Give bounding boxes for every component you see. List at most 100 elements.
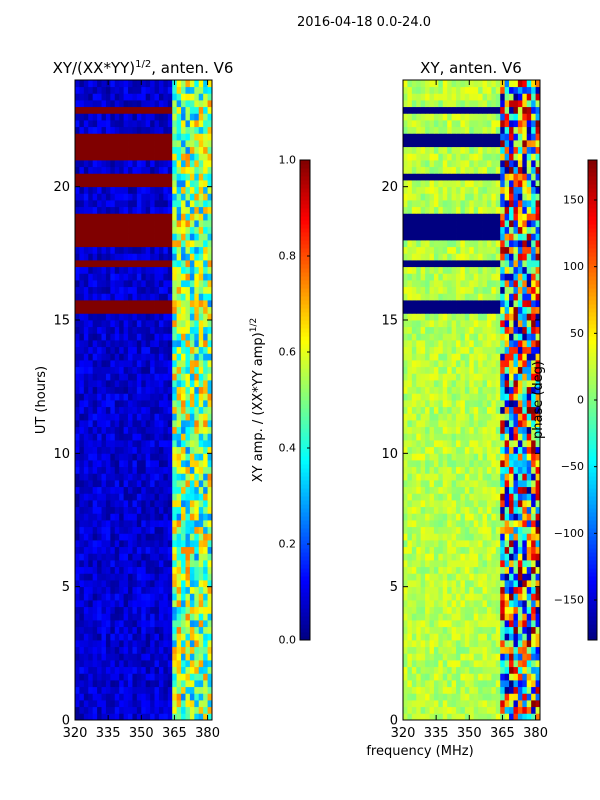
phase-cell bbox=[531, 580, 536, 588]
phase-cell bbox=[407, 660, 413, 668]
amplitude-cell bbox=[189, 513, 195, 521]
amplitude-cell bbox=[203, 353, 208, 361]
phase-cell bbox=[486, 660, 492, 668]
amplitude-cell bbox=[172, 240, 178, 248]
amplitude-cell bbox=[163, 520, 169, 528]
phase-cell bbox=[442, 620, 448, 628]
phase-cell bbox=[464, 420, 470, 428]
amplitude-cell bbox=[172, 200, 178, 208]
amplitude-cell bbox=[172, 633, 178, 641]
phase-cell bbox=[442, 360, 448, 368]
amplitude-cell bbox=[136, 526, 142, 534]
phase-cell bbox=[420, 533, 426, 541]
amplitude-cell bbox=[114, 80, 120, 88]
amplitude-cell bbox=[145, 360, 151, 368]
amplitude-cell bbox=[203, 713, 208, 721]
phase-cell bbox=[469, 666, 475, 674]
phase-cell bbox=[517, 526, 523, 534]
amplitude-cell bbox=[167, 346, 173, 354]
amplitude-cell bbox=[88, 673, 94, 681]
phase-cell bbox=[429, 340, 435, 348]
phase-cell bbox=[513, 533, 519, 541]
amplitude-cell bbox=[132, 153, 138, 161]
amplitude-cell bbox=[163, 80, 169, 88]
phase-cell bbox=[482, 413, 488, 421]
amplitude-ytick-label: 20 bbox=[53, 180, 70, 195]
amplitude-cell bbox=[154, 173, 160, 181]
phase-cell bbox=[473, 466, 479, 474]
phase-cell bbox=[403, 473, 408, 481]
phase-cell bbox=[473, 633, 479, 641]
amplitude-cell bbox=[172, 146, 178, 154]
phase-cell bbox=[416, 380, 422, 388]
phase-cell bbox=[433, 626, 439, 634]
phase-cell bbox=[478, 460, 483, 468]
amplitude-cell bbox=[158, 633, 164, 641]
phase-cell bbox=[486, 506, 492, 514]
amplitude-cell bbox=[207, 120, 213, 128]
phase-cell bbox=[486, 400, 492, 408]
amplitude-cell bbox=[101, 140, 107, 148]
amplitude-cell bbox=[189, 273, 195, 281]
amplitude-cell bbox=[97, 380, 102, 388]
phase-cell bbox=[438, 326, 444, 334]
amplitude-cell bbox=[114, 633, 120, 641]
amplitude-cell bbox=[141, 520, 147, 528]
phase-cell bbox=[504, 533, 510, 541]
amplitude-colorbar-segment bbox=[300, 292, 310, 297]
amplitude-cell bbox=[123, 246, 129, 254]
phase-cell bbox=[504, 486, 510, 494]
amplitude-cell bbox=[136, 100, 142, 108]
phase-cell bbox=[442, 353, 448, 361]
phase-cell bbox=[451, 593, 457, 601]
phase-cell bbox=[425, 533, 430, 541]
amplitude-cell bbox=[189, 326, 195, 334]
amplitude-cell bbox=[110, 253, 116, 261]
amplitude-cell bbox=[198, 126, 204, 134]
amplitude-cell bbox=[105, 640, 111, 648]
phase-cell bbox=[522, 386, 528, 394]
amplitude-cell bbox=[154, 613, 160, 621]
phase-cell bbox=[473, 473, 479, 481]
amplitude-cell bbox=[88, 86, 94, 94]
amplitude-cell bbox=[105, 133, 111, 141]
amplitude-cell bbox=[145, 366, 151, 374]
amplitude-cell bbox=[194, 460, 200, 468]
phase-cell bbox=[531, 486, 536, 494]
amplitude-cell bbox=[119, 193, 125, 201]
phase-cell bbox=[456, 380, 461, 388]
amplitude-cell bbox=[123, 420, 129, 428]
amplitude-cell bbox=[79, 366, 85, 374]
amplitude-cell bbox=[150, 180, 155, 188]
amplitude-cell bbox=[83, 706, 89, 714]
phase-cell bbox=[411, 440, 417, 448]
phase-cell bbox=[403, 626, 408, 634]
phase-cell bbox=[500, 413, 506, 421]
amplitude-cell bbox=[79, 333, 85, 341]
amplitude-cell bbox=[75, 240, 80, 248]
phase-cell bbox=[469, 580, 475, 588]
amplitude-cell bbox=[194, 673, 200, 681]
amplitude-cell bbox=[163, 393, 169, 401]
phase-cell bbox=[411, 486, 417, 494]
amplitude-cell bbox=[154, 586, 160, 594]
phase-cell bbox=[438, 586, 444, 594]
phase-cell bbox=[438, 660, 444, 668]
amplitude-cell bbox=[154, 593, 160, 601]
amplitude-cell bbox=[145, 473, 151, 481]
amplitude-cell bbox=[128, 513, 133, 521]
amplitude-cell bbox=[88, 600, 94, 608]
amplitude-cell bbox=[101, 126, 107, 134]
amplitude-cell bbox=[176, 613, 182, 621]
phase-cell bbox=[500, 666, 506, 674]
amplitude-cell bbox=[101, 553, 107, 561]
amplitude-cell bbox=[198, 226, 204, 234]
amplitude-cell bbox=[88, 546, 94, 554]
amplitude-cell bbox=[132, 313, 138, 321]
phase-cell bbox=[469, 533, 475, 541]
amplitude-cell bbox=[198, 220, 204, 228]
amplitude-cell bbox=[167, 666, 173, 674]
phase-cell bbox=[478, 706, 483, 714]
phase-cell bbox=[500, 553, 506, 561]
